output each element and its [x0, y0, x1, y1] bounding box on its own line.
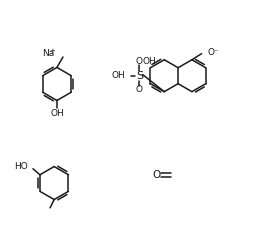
Text: OH: OH — [143, 57, 157, 66]
Text: +: + — [49, 48, 55, 54]
Text: O: O — [152, 170, 160, 180]
Text: O: O — [136, 85, 143, 94]
Text: S: S — [136, 71, 143, 81]
Text: O: O — [136, 57, 143, 66]
Text: OH: OH — [112, 71, 126, 80]
Text: OH: OH — [50, 109, 64, 118]
Text: O⁻: O⁻ — [208, 48, 220, 57]
Text: Na: Na — [42, 49, 54, 58]
Text: HO: HO — [14, 162, 28, 171]
